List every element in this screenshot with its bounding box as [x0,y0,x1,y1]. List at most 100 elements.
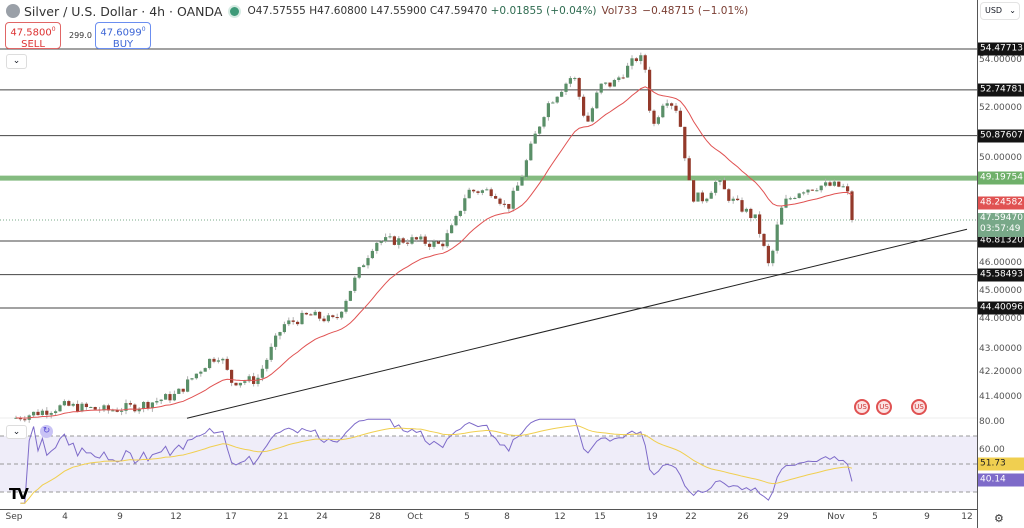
candle [577,78,581,97]
candle [414,237,418,240]
candle [604,82,608,84]
collapse-rsi-button[interactable]: ⌄ [6,425,27,439]
candle [120,410,124,412]
candle [234,382,238,386]
candle [124,403,128,411]
candle [573,78,577,80]
level-price-label: 46.81320 [978,234,1024,248]
symbol-title[interactable]: Silver / U.S. Dollar · 4h · OANDA [24,3,223,19]
economic-event-flag-icon[interactable]: US [911,399,927,415]
sync-icon[interactable]: ↻ [40,425,53,438]
candle [489,189,493,197]
candle [696,192,700,202]
candle [511,190,515,209]
candle [687,158,691,181]
buy-button[interactable]: 47.60990 BUY [95,22,151,50]
candle [815,190,819,192]
low-value: L47.55900 [370,5,427,17]
high-value: H47.60800 [309,5,368,17]
symbol-logo-icon [6,4,20,18]
rsi-ma-value-label: 51.73 [978,457,1024,471]
sell-button[interactable]: 47.58000 SELL [5,22,61,50]
candle [467,189,471,199]
time-axis-label: 12 [961,512,973,522]
candle [225,358,229,370]
candle [700,192,704,202]
candle [780,207,784,225]
candle [260,368,264,378]
candle [84,403,88,408]
candle [164,394,168,400]
level-price-label: 45.58493 [978,268,1024,282]
economic-event-flag-icon[interactable]: US [876,399,892,415]
candle [819,185,823,191]
change-value: +0.01855 (+0.04%) [490,5,597,17]
price-axis-label: 42.20000 [979,367,1022,378]
candle [445,233,449,247]
time-axis-label: Oct [407,512,423,522]
time-axis-label: 24 [316,512,328,522]
candle [62,401,66,406]
candle [238,382,242,386]
candle [520,177,524,186]
buy-price: 47.6099 [100,27,142,39]
candle [168,394,172,401]
candle [599,83,603,93]
tradingview-logo[interactable]: TV [9,485,29,503]
candle [551,102,555,104]
candle [665,103,669,106]
time-axis-label: 9 [924,512,930,522]
currency-select[interactable]: USD ⌄ [980,2,1020,20]
rsi-line [20,418,853,504]
collapse-legend-button[interactable]: ⌄ [6,54,27,69]
time-axis-label: 28 [369,512,381,522]
candle [458,210,462,216]
candle [824,182,828,186]
candle [656,117,660,124]
candle [137,408,141,412]
candle [93,406,97,410]
candle [49,413,53,415]
last-price-countdown: 03:57:49 [980,224,1021,235]
price-axis-label: 44.00000 [979,314,1022,325]
candle [802,192,806,194]
candle [67,401,71,406]
time-axis[interactable] [0,509,977,528]
candle [775,224,779,251]
candle [758,214,762,234]
candle [740,200,744,212]
candle [846,186,850,192]
chart-canvas[interactable] [0,0,977,509]
candle [639,55,643,62]
candle [309,314,313,316]
candle [318,311,322,319]
candle [322,318,326,322]
rsi-axis-label: 60.00 [979,445,1005,455]
candle [199,371,203,374]
candle [423,236,427,244]
candle [392,236,396,245]
candle [472,189,476,192]
last-price-value: 47.59470 [980,213,1023,224]
candle [296,321,300,325]
candle [221,358,225,361]
candle [617,77,621,80]
settings-gear-icon[interactable]: ⚙ [994,512,1004,525]
candle [793,197,797,199]
candle [300,312,304,325]
economic-event-flag-icon[interactable]: US [854,399,870,415]
candle [454,215,458,226]
volume-value: Vol733 [601,5,638,17]
candle [788,198,792,200]
candle [208,358,212,369]
candle [652,110,656,124]
open-value: O47.57555 [247,5,306,17]
candle [370,250,374,259]
sell-price-pip: 0 [51,26,56,33]
candle [542,117,546,127]
candle [564,83,568,92]
candle [71,403,75,406]
candle [304,312,308,315]
candle [634,58,638,62]
level-price-label: 54.47713 [978,42,1024,56]
